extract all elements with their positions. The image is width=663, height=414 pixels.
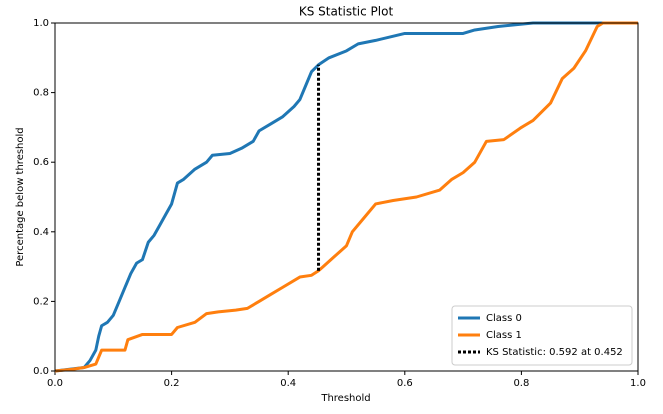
line-series <box>54 21 638 373</box>
x-tick-label: 1.0 <box>630 378 646 389</box>
x-tick-label: 0.2 <box>164 378 180 389</box>
legend-label: Class 0 <box>486 313 522 324</box>
legend-box <box>451 305 633 366</box>
legend: Class 0 Class 1 KS Statistic: 0.592 at 0.4… <box>451 305 633 366</box>
y-tick-label: 1.0 <box>33 18 49 29</box>
x-tick-label: 0.0 <box>47 378 63 389</box>
legend-label: Class 1 <box>486 330 522 341</box>
y-axis-label: Percentage below threshold <box>15 127 26 266</box>
y-tick-label: 0.8 <box>33 88 49 99</box>
line-series <box>54 21 638 373</box>
y-tick-label: 0.0 <box>33 366 49 377</box>
y-tick-label: 0.4 <box>33 227 49 238</box>
plot-frame <box>54 22 639 372</box>
x-axis-label: Threshold <box>320 393 370 404</box>
x-tick-label: 0.4 <box>280 378 296 389</box>
y-tick-label: 0.6 <box>33 157 49 168</box>
x-tick-label: 0.8 <box>513 378 529 389</box>
y-tick-label: 0.2 <box>33 296 49 307</box>
chart-title: KS Statistic Plot <box>299 5 394 19</box>
x-tick-label: 0.6 <box>397 378 413 389</box>
legend-label: KS Statistic: 0.592 at 0.452 <box>486 347 623 358</box>
